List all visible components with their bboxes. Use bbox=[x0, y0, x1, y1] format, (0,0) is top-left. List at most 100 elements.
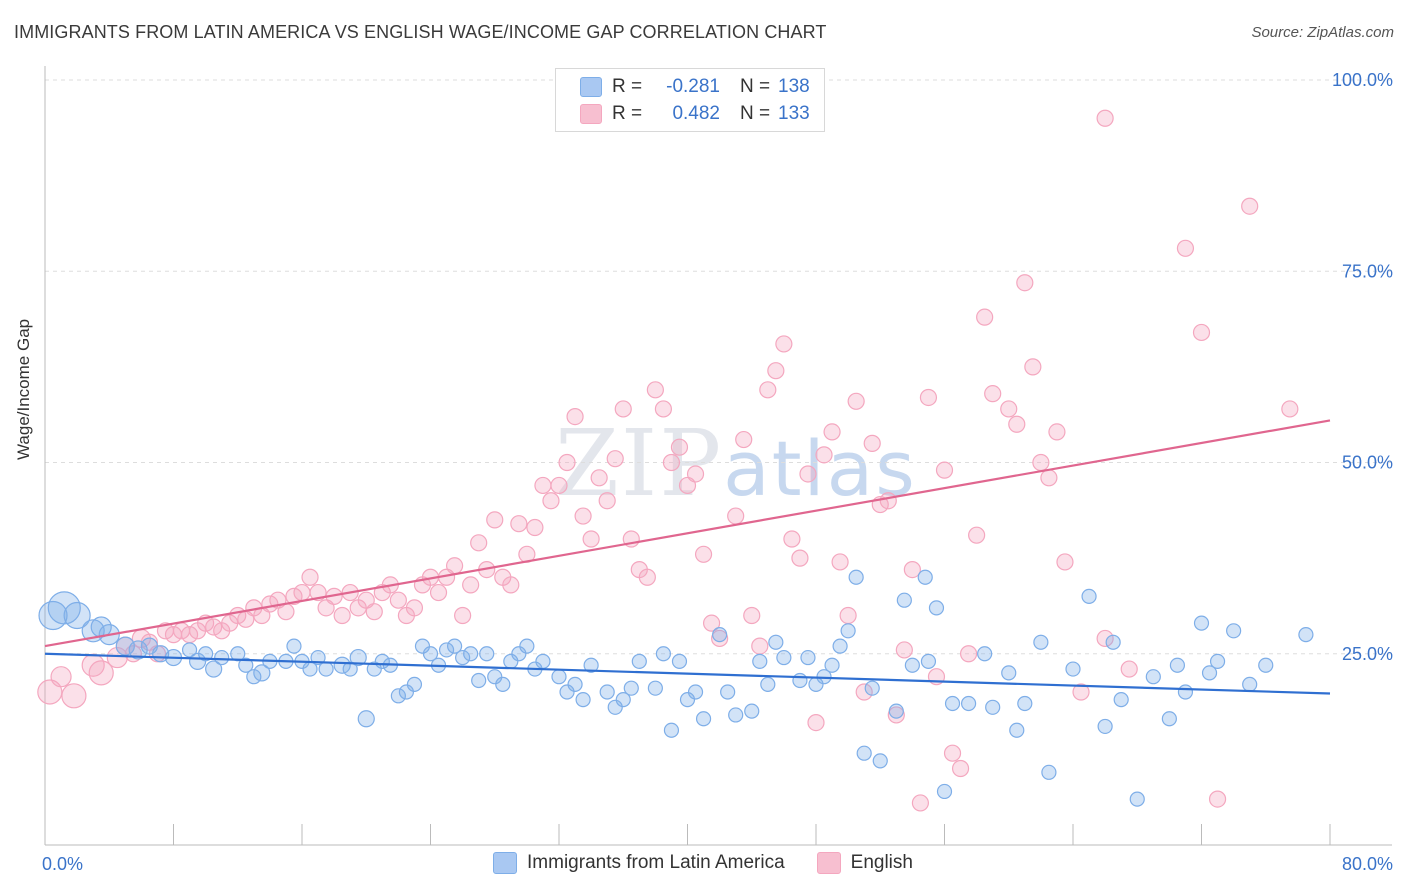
latin-america-point bbox=[760, 676, 776, 692]
legend-label: Immigrants from Latin America bbox=[527, 852, 785, 873]
english-point bbox=[887, 706, 905, 724]
latin-america-point bbox=[623, 680, 639, 696]
english-point bbox=[847, 392, 865, 410]
latin-america-point bbox=[455, 649, 471, 666]
latin-america-point bbox=[1033, 634, 1049, 650]
english-point bbox=[919, 388, 938, 407]
english-point bbox=[951, 759, 970, 778]
legend-n-label: N = bbox=[740, 103, 771, 124]
english-point bbox=[542, 492, 560, 510]
english-point bbox=[1176, 239, 1195, 257]
legend-n-label: N = bbox=[740, 76, 771, 97]
latin-america-point bbox=[1193, 615, 1210, 631]
english-point bbox=[365, 603, 383, 621]
english-point bbox=[502, 576, 520, 594]
latin-america-point bbox=[535, 653, 551, 670]
latin-america-point bbox=[856, 745, 872, 761]
english-point bbox=[462, 576, 480, 594]
latin-america-point bbox=[1169, 657, 1186, 673]
english-point bbox=[823, 423, 841, 441]
y-tick-label: 75.0% bbox=[1342, 261, 1393, 281]
legend-item-latin-america[interactable]: Immigrants from Latin America bbox=[493, 852, 785, 874]
latin-america-point bbox=[824, 657, 840, 673]
latin-america-point bbox=[214, 649, 230, 666]
latin-america-point bbox=[181, 642, 198, 658]
english-point bbox=[566, 408, 584, 426]
latin-america-point bbox=[487, 669, 503, 685]
latin-america-trend-line bbox=[44, 652, 1331, 695]
english-point bbox=[285, 587, 303, 605]
legend-row-english: R = 0.482 N = 133 bbox=[580, 102, 810, 126]
latin-america-point bbox=[655, 646, 672, 662]
legend-item-english[interactable]: English bbox=[816, 852, 913, 874]
english-point bbox=[510, 515, 528, 533]
latin-america-point bbox=[1017, 695, 1033, 712]
english-point bbox=[1096, 629, 1114, 648]
english-point bbox=[702, 614, 721, 632]
english-point bbox=[470, 534, 488, 552]
english-point bbox=[293, 583, 311, 602]
latin-america-point bbox=[928, 600, 945, 616]
english-point bbox=[654, 400, 673, 418]
latin-america-point bbox=[47, 591, 81, 625]
latin-america-point bbox=[357, 710, 375, 728]
latin-america-point bbox=[712, 627, 728, 643]
latin-america-point bbox=[687, 684, 704, 700]
latin-america-point bbox=[888, 703, 904, 719]
legend-swatch-pink bbox=[816, 852, 841, 874]
latin-america-point bbox=[198, 646, 214, 662]
latin-america-point bbox=[519, 638, 535, 654]
latin-america-point bbox=[1226, 623, 1242, 639]
source-label: Source: ZipAtlas.com bbox=[1251, 24, 1394, 41]
english-point bbox=[301, 568, 319, 586]
latin-america-point bbox=[776, 649, 792, 666]
english-point bbox=[638, 568, 656, 586]
legend-label: English bbox=[850, 852, 913, 873]
latin-america-point bbox=[1258, 657, 1274, 673]
english-point bbox=[791, 549, 809, 567]
english-point bbox=[984, 385, 1002, 403]
english-point bbox=[1016, 274, 1034, 292]
latin-america-point bbox=[848, 569, 864, 585]
latin-america-point bbox=[1161, 711, 1177, 727]
latin-america-point bbox=[960, 695, 977, 712]
english-point bbox=[662, 453, 681, 472]
english-point bbox=[903, 560, 921, 579]
english-point bbox=[558, 453, 576, 472]
latin-america-point bbox=[1113, 692, 1129, 708]
latin-america-point bbox=[800, 649, 816, 666]
english-point bbox=[1056, 553, 1074, 571]
latin-america-point bbox=[286, 638, 302, 654]
y-tick-label: 25.0% bbox=[1342, 644, 1393, 664]
latin-america-point bbox=[583, 657, 599, 673]
latin-america-point bbox=[872, 753, 888, 769]
latin-america-point bbox=[720, 684, 736, 700]
english-point bbox=[727, 507, 745, 525]
latin-america-point bbox=[511, 646, 527, 662]
latin-america-point bbox=[366, 661, 382, 677]
english-point bbox=[1008, 415, 1026, 433]
english-point bbox=[686, 465, 705, 483]
latin-america-point bbox=[920, 653, 937, 670]
latin-america-point bbox=[607, 699, 623, 715]
english-point bbox=[968, 526, 986, 544]
latin-america-point bbox=[832, 638, 848, 654]
english-point bbox=[735, 430, 753, 449]
english-point bbox=[574, 507, 592, 525]
english-point bbox=[1048, 423, 1066, 441]
english-point bbox=[445, 557, 464, 575]
english-point bbox=[694, 545, 713, 563]
latin-america-point bbox=[463, 646, 479, 662]
english-point bbox=[783, 530, 801, 548]
latin-america-point bbox=[599, 684, 615, 700]
english-point bbox=[815, 446, 833, 464]
latin-america-point bbox=[1145, 669, 1161, 685]
english-point bbox=[879, 492, 897, 510]
latin-america-point bbox=[1081, 588, 1097, 604]
latin-america-point bbox=[1298, 627, 1314, 643]
latin-america-point bbox=[647, 680, 663, 696]
english-point bbox=[205, 618, 223, 636]
latin-america-point bbox=[864, 680, 880, 696]
english-point bbox=[855, 683, 873, 701]
latin-america-point bbox=[977, 646, 993, 662]
